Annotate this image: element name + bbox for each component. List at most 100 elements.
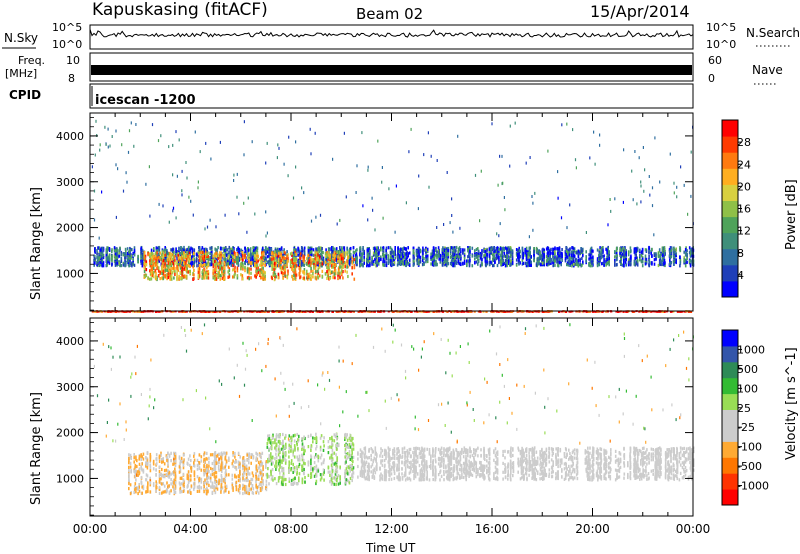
power-cell	[324, 251, 327, 256]
power-cell	[236, 261, 238, 265]
power-cell	[621, 248, 624, 252]
power-cell	[554, 247, 556, 251]
power-cell	[212, 254, 214, 258]
power-cell	[393, 260, 396, 265]
power-cell	[486, 262, 488, 266]
power-cell	[378, 259, 380, 263]
power-cell	[572, 247, 575, 251]
power-cell	[307, 275, 310, 279]
power-cell	[164, 259, 166, 263]
power-cell	[686, 260, 688, 264]
power-cell	[502, 261, 504, 265]
power-cell	[582, 260, 584, 264]
power-cell	[675, 252, 677, 256]
power-cell	[215, 263, 218, 267]
power-cell	[547, 251, 550, 255]
power-cell	[347, 265, 349, 269]
power-cell	[543, 261, 545, 265]
power-cell	[195, 252, 198, 256]
power-cell	[415, 252, 418, 256]
power-cell	[363, 261, 365, 265]
power-cell	[391, 262, 393, 266]
power-cell	[504, 262, 507, 266]
power-cell	[261, 251, 263, 255]
power-cell	[452, 248, 454, 252]
power-cell	[623, 249, 625, 253]
power-cell	[412, 246, 415, 250]
power-cell	[113, 259, 116, 263]
power-cell	[244, 254, 246, 258]
power-cell	[426, 254, 429, 258]
power-cell	[275, 261, 277, 265]
power-cell	[549, 258, 551, 263]
power-cell	[225, 248, 228, 252]
power-cell	[361, 259, 363, 263]
power-cell	[650, 252, 652, 256]
power-cell	[326, 276, 328, 280]
power-cell	[372, 246, 375, 251]
power-cell	[503, 254, 506, 258]
power-cell	[691, 248, 693, 252]
power-cell	[422, 262, 424, 266]
power-cell	[293, 250, 295, 254]
power-cell	[255, 260, 258, 264]
power-cell	[623, 264, 625, 268]
power-cell	[572, 251, 575, 255]
power-cell	[435, 249, 437, 253]
power-cell	[481, 251, 483, 255]
power-cell	[387, 261, 390, 265]
power-cell	[528, 248, 531, 252]
power-cell	[310, 250, 313, 254]
power-cell	[686, 249, 688, 253]
power-cell	[507, 246, 509, 250]
power-cell	[463, 261, 466, 265]
power-cell	[234, 260, 236, 264]
power-cell	[554, 257, 556, 261]
power-cell	[481, 263, 483, 267]
power-cell	[172, 249, 174, 254]
power-cell	[510, 259, 512, 263]
power-cell	[488, 263, 491, 267]
power-cell	[535, 248, 538, 252]
power-cell	[177, 256, 180, 260]
power-cell	[418, 259, 420, 263]
power-cell	[313, 266, 315, 270]
power-cell	[651, 261, 653, 265]
power-cell	[309, 263, 312, 267]
power-cell	[228, 262, 231, 266]
power-cell	[331, 259, 333, 263]
power-cell	[443, 248, 446, 252]
power-cell	[114, 261, 117, 266]
power-cell	[321, 274, 324, 278]
power-cell	[383, 258, 386, 262]
power-cell	[232, 248, 234, 252]
power-cell	[673, 254, 675, 258]
power-cell	[204, 248, 207, 252]
power-cell	[398, 255, 401, 259]
power-cell	[228, 251, 231, 255]
power-cell	[253, 262, 255, 267]
power-cell	[198, 252, 201, 256]
power-cell	[166, 251, 168, 255]
power-cell	[352, 246, 355, 250]
power-cell	[266, 250, 269, 254]
power-cell	[558, 254, 561, 258]
power-cell	[686, 253, 688, 257]
power-cell	[577, 258, 580, 262]
power-cell	[663, 252, 666, 256]
power-cell	[508, 261, 510, 265]
power-cell	[519, 255, 521, 259]
power-cell	[568, 250, 571, 254]
power-cell	[374, 257, 376, 261]
power-cell	[585, 255, 587, 259]
power-cell	[174, 267, 176, 271]
power-cell	[320, 250, 323, 254]
power-cell	[458, 255, 461, 259]
power-cell	[330, 247, 332, 251]
power-cell	[399, 261, 402, 265]
power-cell	[198, 274, 201, 278]
power-cell	[179, 251, 181, 256]
power-cell	[133, 250, 136, 254]
power-cell	[204, 276, 206, 280]
power-cell	[309, 255, 312, 260]
